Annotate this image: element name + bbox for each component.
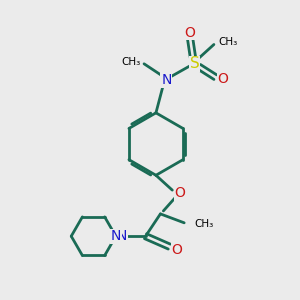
Text: CH₃: CH₃: [218, 37, 238, 46]
Text: S: S: [190, 56, 200, 71]
Text: N: N: [161, 73, 172, 87]
Text: O: O: [185, 26, 196, 40]
Text: O: O: [174, 186, 185, 200]
Text: O: O: [218, 72, 228, 86]
Text: CH₃: CH₃: [195, 219, 214, 229]
Text: O: O: [171, 243, 182, 256]
Text: N: N: [117, 229, 127, 243]
Text: N: N: [111, 229, 121, 243]
Text: CH₃: CH₃: [122, 57, 141, 67]
